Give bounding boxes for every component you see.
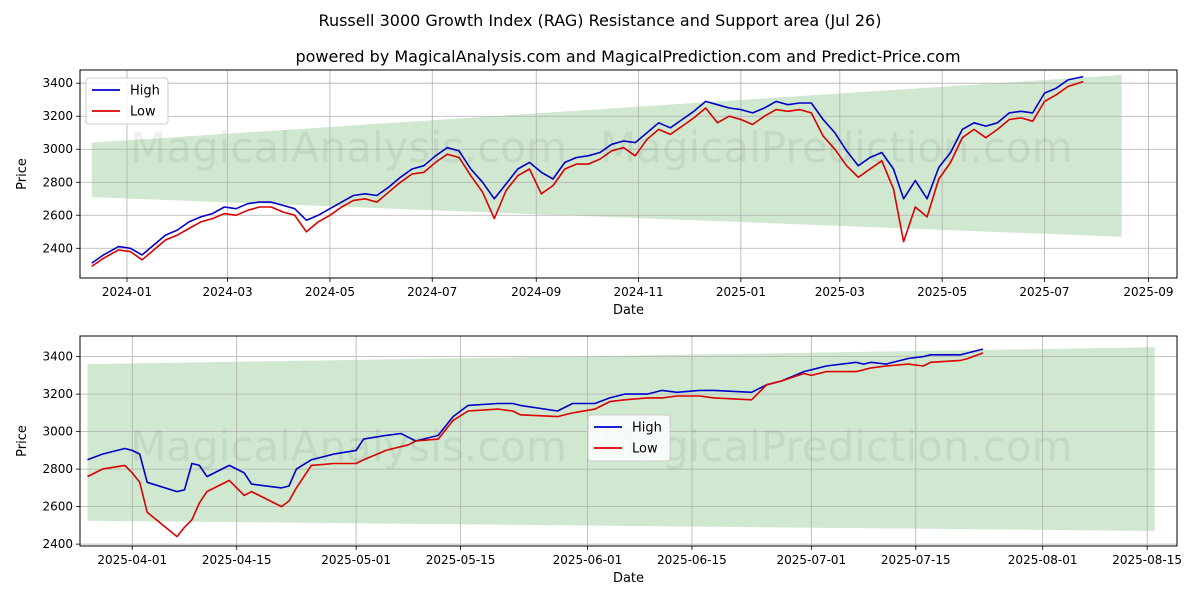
y-tick-label: 3400 (42, 76, 73, 90)
series-line-low (87, 352, 984, 538)
y-tick-label: 3000 (42, 142, 73, 156)
series-line-high (87, 348, 984, 493)
y-tick-label: 2800 (42, 175, 73, 189)
x-tick-label: 2025-08-15 (1112, 553, 1182, 567)
x-tick-label: 2025-01 (716, 285, 766, 299)
axes-frame (79, 69, 1178, 279)
watermark-prediction: MagicalPrediction.com (600, 123, 1073, 172)
x-tick-label: 2024-03 (203, 285, 253, 299)
x-tick-label: 2025-04-01 (97, 553, 167, 567)
x-tick-label: 2025-05-15 (426, 553, 496, 567)
x-tick-label: 2024-07 (407, 285, 457, 299)
y-tick-label: 3000 (42, 425, 73, 439)
x-tick-label: 2025-03 (815, 285, 865, 299)
x-tick-label: 2025-05 (917, 285, 967, 299)
x-tick-label: 2025-06-01 (553, 553, 623, 567)
y-axis-label: Price (15, 425, 30, 457)
legend-label-high: High (632, 421, 662, 436)
y-tick-label: 2600 (42, 208, 73, 222)
legend: High Low (587, 414, 671, 462)
x-tick-label: 2025-09 (1123, 285, 1173, 299)
x-tick-label: 2024-09 (511, 285, 561, 299)
y-tick-label: 2600 (42, 500, 73, 514)
y-tick-label: 3200 (42, 387, 73, 401)
x-tick-label: 2024-01 (102, 285, 152, 299)
x-tick-label: 2025-07-01 (776, 553, 846, 567)
x-tick-label: 2025-04-15 (202, 553, 272, 567)
x-tick-label: 2024-11 (613, 285, 663, 299)
legend-label-low: Low (632, 442, 658, 457)
y-tick-label: 3400 (42, 350, 73, 364)
watermark-analysis: MagicalAnalysis.com (130, 123, 567, 172)
x-tick-label: 2025-06-15 (657, 553, 727, 567)
watermark-prediction: MagicalPrediction.com (600, 422, 1073, 471)
bottom-plot: 2025-04-01 2025-04-15 2025-05-01 2025-05-15… (15, 335, 1182, 586)
y-tick-label: 3200 (42, 109, 73, 123)
watermark-analysis: MagicalAnalysis.com (130, 422, 567, 471)
x-tick-label: 2025-08-01 (1008, 553, 1078, 567)
x-tick-label: 2025-07-15 (881, 553, 951, 567)
chart-title: Russell 3000 Growth Index (RAG) Resistan… (319, 11, 882, 30)
axes-frame (79, 335, 1178, 547)
legend-label-low: Low (130, 105, 156, 120)
series-line-low (91, 80, 1084, 268)
support-resistance-band (91, 74, 1122, 237)
x-tick-label: 2024-05 (305, 285, 355, 299)
legend-label-high: High (130, 84, 160, 99)
y-tick-label: 2800 (42, 462, 73, 476)
legend: High Low (85, 77, 169, 125)
x-axis-label: Date (613, 303, 644, 318)
x-axis-label: Date (613, 571, 644, 586)
y-tick-label: 2400 (42, 241, 73, 255)
series-line-high (91, 75, 1084, 264)
y-tick-label: 2400 (42, 537, 73, 551)
x-tick-label: 2025-07 (1019, 285, 1069, 299)
chart-subtitle: powered by MagicalAnalysis.com and Magic… (295, 47, 960, 66)
y-axis-label: Price (15, 158, 30, 190)
x-tick-label: 2025-05-01 (321, 553, 391, 567)
top-plot: 2024-01 2024-03 2024-05 2024-07 2024-09 2024-… (15, 69, 1178, 318)
